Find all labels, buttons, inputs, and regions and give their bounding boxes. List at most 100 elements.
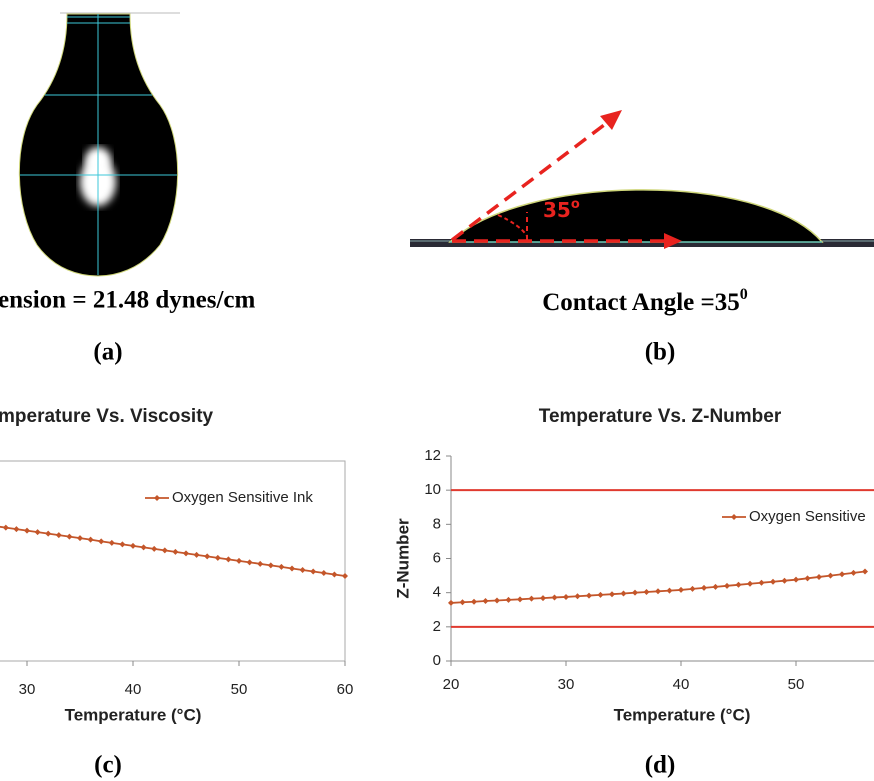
data-point xyxy=(130,542,136,549)
data-point xyxy=(13,526,20,533)
angle-label: 35o xyxy=(543,197,580,222)
data-point xyxy=(781,577,788,584)
caption: Contact Angle =350 xyxy=(542,286,748,316)
x-tick-label: 40 xyxy=(673,676,690,693)
data-point xyxy=(632,589,638,596)
data-point xyxy=(735,581,742,588)
data-point xyxy=(225,556,232,563)
data-point xyxy=(816,573,822,580)
data-point xyxy=(517,596,523,603)
y-tick-label: 8 xyxy=(433,515,441,532)
legend-marker xyxy=(731,514,737,520)
data-point xyxy=(310,568,317,575)
data-point xyxy=(183,550,189,557)
data-point xyxy=(448,599,454,606)
panel-label: (b) xyxy=(645,339,676,366)
data-point xyxy=(839,571,845,578)
data-point xyxy=(299,567,306,573)
angle-degree: o xyxy=(571,197,580,212)
panel-label: (a) xyxy=(93,339,122,366)
legend-marker xyxy=(154,495,160,501)
x-tick-label: 50 xyxy=(231,681,248,698)
data-point xyxy=(140,544,147,551)
data-point xyxy=(471,598,477,605)
y-tick-label: 6 xyxy=(433,549,441,566)
data-point xyxy=(701,584,707,591)
caption-text: Contact Angle =35 xyxy=(542,289,740,316)
angle-value: 35 xyxy=(543,198,571,222)
data-point xyxy=(712,583,719,590)
x-tick-label: 20 xyxy=(443,676,460,693)
pendant-drop-image xyxy=(18,12,180,277)
data-point xyxy=(540,595,546,602)
data-point xyxy=(528,595,535,602)
data-point xyxy=(267,562,274,569)
data-point xyxy=(320,570,327,576)
data-point xyxy=(193,551,200,558)
data-point xyxy=(804,575,811,582)
data-point xyxy=(98,538,105,545)
data-point xyxy=(850,569,857,576)
data-point xyxy=(24,527,30,534)
panel-label: (d) xyxy=(645,752,676,779)
data-point xyxy=(494,597,500,604)
data-point xyxy=(236,557,242,564)
data-point xyxy=(77,535,83,542)
x-axis-label: Temperature (°C) xyxy=(614,705,751,724)
chart-title: mperature Vs. Viscosity xyxy=(0,406,214,427)
data-point xyxy=(551,594,558,601)
data-point xyxy=(45,530,52,537)
data-point xyxy=(574,593,581,600)
x-tick-label: 30 xyxy=(558,676,575,693)
data-point xyxy=(204,553,211,560)
data-point xyxy=(678,586,684,593)
data-point xyxy=(747,580,753,587)
data-point xyxy=(34,529,41,536)
y-tick-label: 12 xyxy=(424,447,441,464)
data-point xyxy=(655,588,661,595)
y-axis-label: Z-Number xyxy=(393,518,412,599)
data-point xyxy=(66,533,73,540)
x-tick-label: 40 xyxy=(125,681,142,698)
data-point xyxy=(597,591,604,598)
data-point xyxy=(289,565,295,572)
data-point xyxy=(246,559,253,566)
data-point xyxy=(758,579,765,586)
data-point xyxy=(257,560,264,567)
data-point xyxy=(331,571,338,578)
data-point xyxy=(724,582,730,589)
chart-title: Temperature Vs. Z-Number xyxy=(539,406,782,427)
data-point xyxy=(505,596,512,603)
data-point xyxy=(172,548,179,555)
contact-angle-image xyxy=(410,110,874,249)
series-line xyxy=(0,525,346,577)
data-point xyxy=(342,573,348,579)
data-point xyxy=(108,539,115,546)
series-line xyxy=(450,570,866,604)
y-tick-label: 2 xyxy=(433,618,441,635)
data-point xyxy=(793,576,799,583)
x-tick-label: 50 xyxy=(788,676,805,693)
data-point xyxy=(620,590,627,597)
y-tick-label: 0 xyxy=(433,652,441,669)
x-axis-label: Temperature (°C) xyxy=(65,705,202,724)
data-point xyxy=(482,598,489,605)
data-point xyxy=(689,585,696,592)
data-point xyxy=(55,532,62,539)
data-point xyxy=(563,593,569,600)
data-point xyxy=(214,554,221,561)
y-tick-label: 4 xyxy=(433,584,441,601)
caption-sup: 0 xyxy=(740,286,748,303)
data-point xyxy=(666,587,673,594)
panel-label: (c) xyxy=(94,752,122,779)
caption: ension = 21.48 dynes/cm xyxy=(0,287,255,314)
x-tick-label: 60 xyxy=(337,681,354,698)
data-point xyxy=(862,568,868,575)
data-point xyxy=(827,572,834,579)
data-point xyxy=(87,536,94,543)
data-point xyxy=(2,524,9,531)
data-point xyxy=(586,592,592,599)
x-tick-label: 30 xyxy=(19,681,36,698)
data-point xyxy=(770,578,776,585)
